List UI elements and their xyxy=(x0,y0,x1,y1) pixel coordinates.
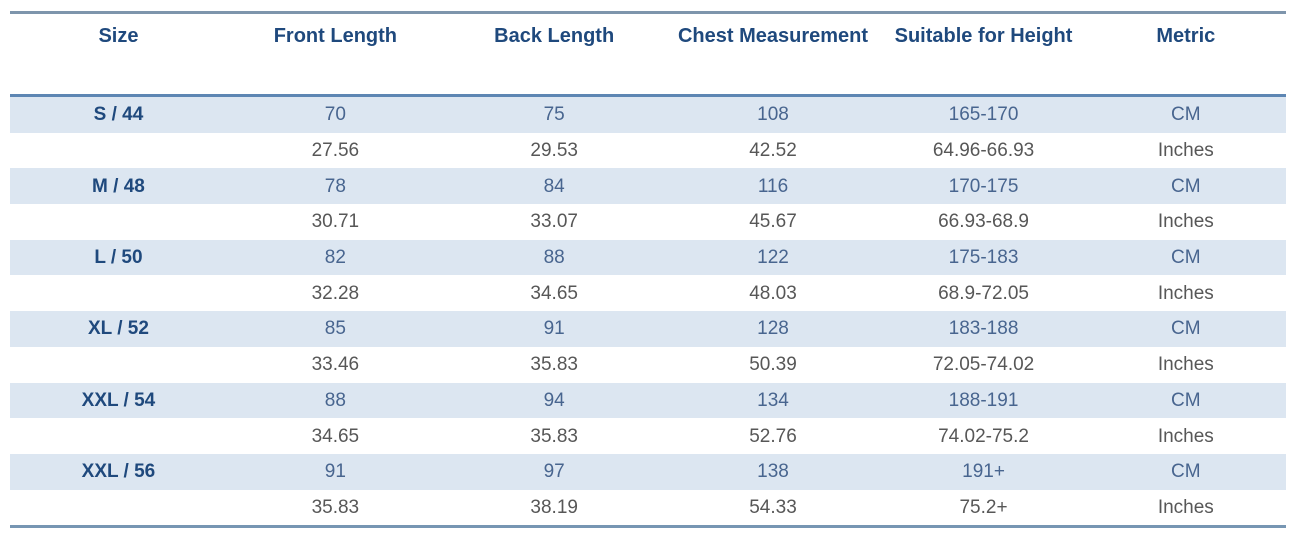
cell-chest-measurement: 54.33 xyxy=(664,489,882,527)
col-header-front-length: Front Length xyxy=(226,12,444,97)
cell-back-length: 97 xyxy=(443,453,665,490)
cell-suitable-height: 188-191 xyxy=(881,382,1086,419)
cell-chest-measurement: 48.03 xyxy=(664,275,882,312)
cell-front-length: 70 xyxy=(226,95,444,133)
cell-chest-measurement: 108 xyxy=(664,95,882,133)
cell-size xyxy=(10,275,227,312)
cell-chest-measurement: 134 xyxy=(664,382,882,419)
table-row: 34.65 35.83 52.76 74.02-75.2 Inches xyxy=(10,418,1286,454)
cell-front-length: 78 xyxy=(226,168,444,205)
cell-chest-measurement: 116 xyxy=(664,168,882,205)
cell-suitable-height: 66.93-68.9 xyxy=(881,204,1086,240)
col-header-size: Size xyxy=(10,12,227,97)
cell-front-length: 85 xyxy=(226,311,444,347)
size-chart-container: Size Front Length Back Length Chest Meas… xyxy=(10,11,1286,529)
cell-chest-measurement: 128 xyxy=(664,311,882,347)
cell-front-length: 32.28 xyxy=(226,275,444,312)
cell-metric: Inches xyxy=(1085,346,1286,383)
table-row: 32.28 34.65 48.03 68.9-72.05 Inches xyxy=(10,275,1286,312)
table-row: 35.83 38.19 54.33 75.2+ Inches xyxy=(10,489,1286,527)
cell-chest-measurement: 138 xyxy=(664,453,882,490)
cell-front-length: 27.56 xyxy=(226,132,444,169)
cell-size xyxy=(10,204,227,240)
cell-front-length: 33.46 xyxy=(226,346,444,383)
table-row: XXL / 56 91 97 138 191+ CM xyxy=(10,453,1286,490)
cell-suitable-height: 74.02-75.2 xyxy=(881,418,1086,454)
cell-back-length: 88 xyxy=(443,239,665,276)
col-header-metric: Metric xyxy=(1085,12,1286,97)
cell-metric: Inches xyxy=(1085,275,1286,312)
table-row: XL / 52 85 91 128 183-188 CM xyxy=(10,311,1286,347)
cell-size: XXL / 54 xyxy=(10,382,227,419)
cell-suitable-height: 170-175 xyxy=(881,168,1086,205)
cell-back-length: 94 xyxy=(443,382,665,419)
table-row: 33.46 35.83 50.39 72.05-74.02 Inches xyxy=(10,346,1286,383)
cell-chest-measurement: 50.39 xyxy=(664,346,882,383)
cell-back-length: 29.53 xyxy=(443,132,665,169)
cell-metric: CM xyxy=(1085,95,1286,133)
cell-front-length: 30.71 xyxy=(226,204,444,240)
cell-suitable-height: 183-188 xyxy=(881,311,1086,347)
cell-back-length: 33.07 xyxy=(443,204,665,240)
cell-size xyxy=(10,346,227,383)
table-row: S / 44 70 75 108 165-170 CM xyxy=(10,95,1286,133)
cell-metric: CM xyxy=(1085,168,1286,205)
cell-size: L / 50 xyxy=(10,239,227,276)
cell-suitable-height: 68.9-72.05 xyxy=(881,275,1086,312)
cell-size: S / 44 xyxy=(10,95,227,133)
cell-back-length: 35.83 xyxy=(443,346,665,383)
col-header-height: Suitable for Height xyxy=(881,12,1086,97)
cell-size: M / 48 xyxy=(10,168,227,205)
cell-metric: Inches xyxy=(1085,132,1286,169)
table-row: M / 48 78 84 116 170-175 CM xyxy=(10,168,1286,205)
cell-chest-measurement: 122 xyxy=(664,239,882,276)
cell-size: XXL / 56 xyxy=(10,453,227,490)
cell-front-length: 34.65 xyxy=(226,418,444,454)
cell-suitable-height: 191+ xyxy=(881,453,1086,490)
col-header-back-length: Back Length xyxy=(443,12,665,97)
cell-metric: Inches xyxy=(1085,204,1286,240)
table-row: XXL / 54 88 94 134 188-191 CM xyxy=(10,382,1286,419)
cell-chest-measurement: 42.52 xyxy=(664,132,882,169)
cell-metric: Inches xyxy=(1085,489,1286,527)
cell-suitable-height: 75.2+ xyxy=(881,489,1086,527)
header-row: Size Front Length Back Length Chest Meas… xyxy=(10,12,1286,97)
cell-size xyxy=(10,418,227,454)
cell-front-length: 35.83 xyxy=(226,489,444,527)
cell-chest-measurement: 45.67 xyxy=(664,204,882,240)
cell-suitable-height: 175-183 xyxy=(881,239,1086,276)
cell-back-length: 75 xyxy=(443,95,665,133)
table-row: 27.56 29.53 42.52 64.96-66.93 Inches xyxy=(10,132,1286,169)
table-body: S / 44 70 75 108 165-170 CM 27.56 29.53 … xyxy=(10,95,1286,527)
table-row: 30.71 33.07 45.67 66.93-68.9 Inches xyxy=(10,204,1286,240)
col-header-chest: Chest Measurement xyxy=(664,12,882,97)
cell-size: XL / 52 xyxy=(10,311,227,347)
cell-metric: CM xyxy=(1085,453,1286,490)
cell-chest-measurement: 52.76 xyxy=(664,418,882,454)
cell-size xyxy=(10,489,227,527)
cell-metric: CM xyxy=(1085,382,1286,419)
cell-back-length: 91 xyxy=(443,311,665,347)
table-row: L / 50 82 88 122 175-183 CM xyxy=(10,239,1286,276)
cell-front-length: 82 xyxy=(226,239,444,276)
cell-metric: Inches xyxy=(1085,418,1286,454)
cell-metric: CM xyxy=(1085,239,1286,276)
cell-suitable-height: 72.05-74.02 xyxy=(881,346,1086,383)
size-chart-table: Size Front Length Back Length Chest Meas… xyxy=(10,11,1286,529)
cell-front-length: 88 xyxy=(226,382,444,419)
cell-back-length: 38.19 xyxy=(443,489,665,527)
cell-metric: CM xyxy=(1085,311,1286,347)
cell-size xyxy=(10,132,227,169)
cell-front-length: 91 xyxy=(226,453,444,490)
cell-suitable-height: 64.96-66.93 xyxy=(881,132,1086,169)
cell-back-length: 84 xyxy=(443,168,665,205)
cell-back-length: 34.65 xyxy=(443,275,665,312)
cell-suitable-height: 165-170 xyxy=(881,95,1086,133)
cell-back-length: 35.83 xyxy=(443,418,665,454)
